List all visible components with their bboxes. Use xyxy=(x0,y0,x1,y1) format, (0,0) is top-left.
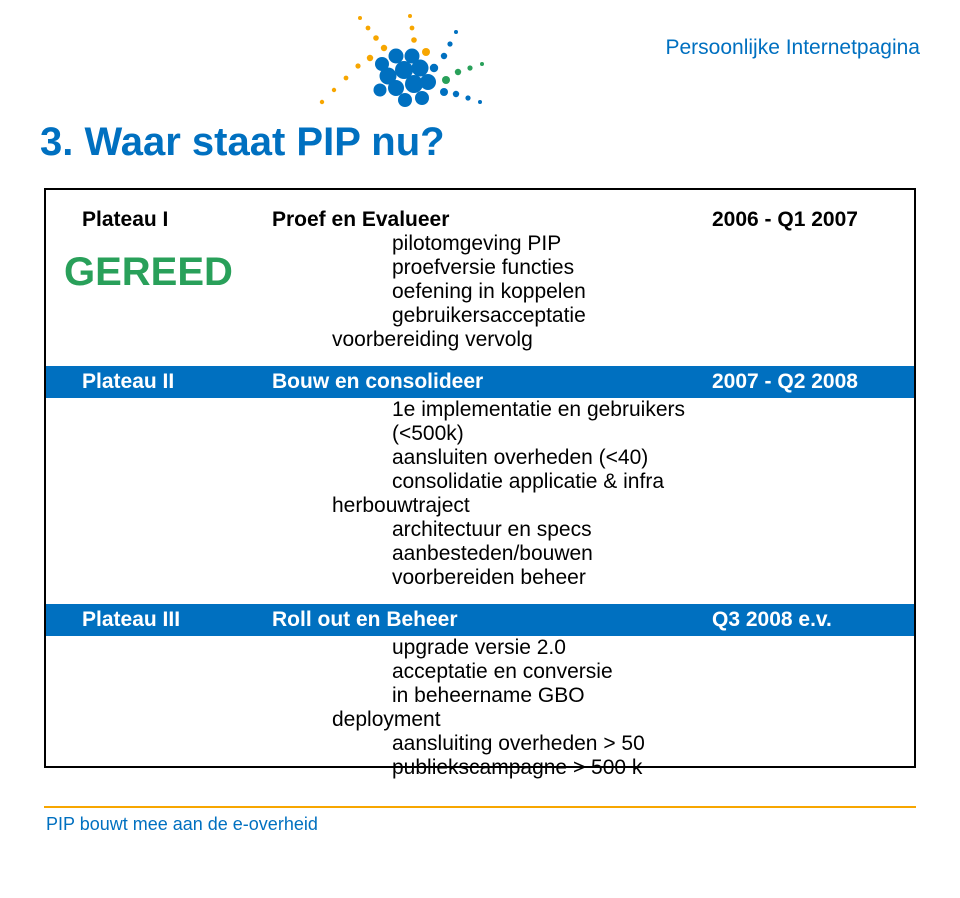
plateau1-line: pilotomgeving PIP xyxy=(272,232,712,256)
plateau2-period: 2007 - Q2 2008 xyxy=(712,370,882,394)
plateau2-line: aansluiten overheden (<40) xyxy=(272,446,712,470)
plateau1-line: proefversie functies xyxy=(272,256,712,280)
plateau3-line: acceptatie en conversie xyxy=(272,660,712,684)
plateau2-heading: Bouw en consolideer xyxy=(272,370,712,394)
footer-rule xyxy=(44,806,916,808)
plateau2-line: 1e implementatie en gebruikers (<500k) xyxy=(272,398,712,446)
slide-title: 3. Waar staat PIP nu? xyxy=(40,120,445,165)
plateau3-band: Plateau III Roll out en Beheer Q3 2008 e… xyxy=(46,604,914,636)
plateau2-line: architectuur en specs xyxy=(272,518,712,542)
plateau2-line: consolidatie applicatie & infra xyxy=(272,470,712,494)
plateau3-line: aansluiting overheden > 50 xyxy=(272,732,712,756)
plateau2-line: voorbereiden beheer xyxy=(272,566,712,590)
content-box: Plateau I Proef en Evalueer 2006 - Q1 20… xyxy=(44,188,916,768)
plateau3-period: Q3 2008 e.v. xyxy=(712,608,882,632)
plateau3-line: upgrade versie 2.0 xyxy=(272,636,712,660)
plateau3-line: in beheername GBO xyxy=(272,684,712,708)
plateau3-line: publiekscampagne > 500 k xyxy=(272,756,712,780)
plateau1-heading: Proef en Evalueer xyxy=(272,208,712,232)
plateau3-label: Plateau III xyxy=(82,608,272,632)
plateau1-line: oefening in koppelen xyxy=(272,280,712,304)
footer-text: PIP bouwt mee aan de e-overheid xyxy=(44,812,916,835)
plateau3-line: deployment xyxy=(272,708,712,732)
plateau2-label: Plateau II xyxy=(82,370,272,394)
plateau2-line: aanbesteden/bouwen xyxy=(272,542,712,566)
plateau1-period: 2006 - Q1 2007 xyxy=(712,208,882,232)
logo-dots-icon xyxy=(300,10,500,120)
plateau1-line: gebruikersacceptatie xyxy=(272,304,712,328)
plateau1-line: voorbereiding vervolg xyxy=(272,328,712,352)
footer-block: PIP bouwt mee aan de e-overheid xyxy=(44,806,916,835)
plateau3-heading: Roll out en Beheer xyxy=(272,608,712,632)
plateau2-band: Plateau II Bouw en consolideer 2007 - Q2… xyxy=(46,366,914,398)
plateau2-line: herbouwtraject xyxy=(272,494,712,518)
header-subtitle: Persoonlijke Internetpagina xyxy=(665,36,920,60)
plateau1-label: Plateau I xyxy=(82,208,272,232)
